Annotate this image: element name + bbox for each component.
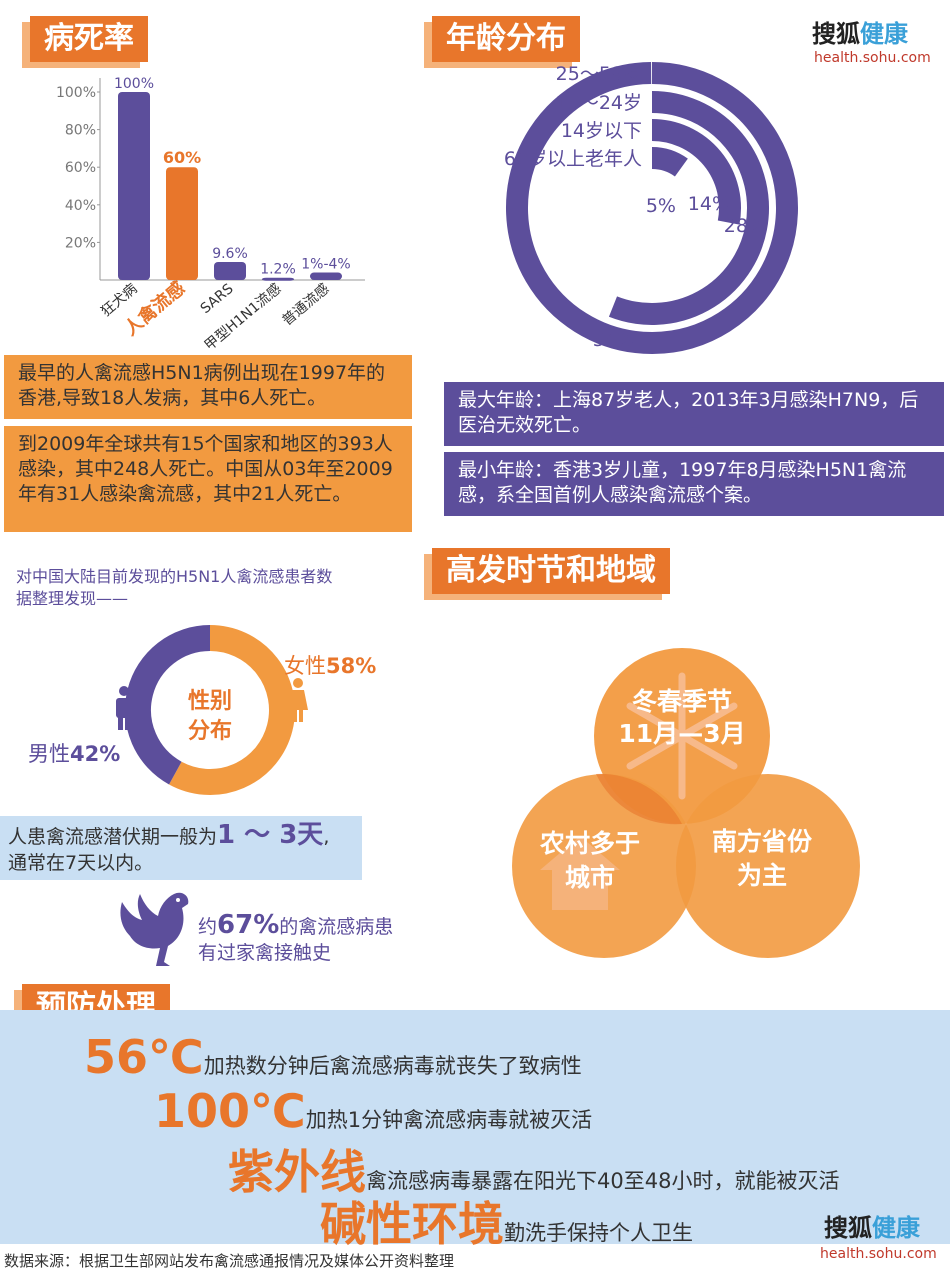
- venn-right-line1: 南方省份: [712, 827, 812, 856]
- bar: [214, 261, 246, 280]
- prevention-big-1: 56℃: [84, 1030, 204, 1084]
- gender-donut-chart: 性别 分布: [125, 625, 295, 795]
- gender-intro: 对中国大陆目前发现的H5N1人禽流感患者数据整理发现——: [16, 567, 333, 608]
- age-value-label: 5%: [646, 195, 676, 217]
- contact-rest: 的禽流感病患: [279, 916, 394, 938]
- brand-sohu: 搜狐: [812, 20, 860, 48]
- age-arc: [651, 119, 741, 225]
- y-tick-label: 80%: [65, 123, 96, 139]
- bar-value-label: 60%: [163, 148, 201, 167]
- age-value-label: 54%: [593, 329, 635, 351]
- brand-logo-top: 搜狐健康: [812, 14, 908, 49]
- prevention-text-3: 禽流感病毒暴露在阳光下40至48小时，就能被灭活: [366, 1169, 840, 1193]
- gender-center-line2: 分布: [188, 718, 232, 744]
- age-value-label: 14%: [688, 193, 730, 215]
- age-arc: [651, 147, 688, 177]
- prevention-text-1: 加热数分钟后禽流感病毒就丧失了致病性: [203, 1054, 582, 1078]
- house-icon: [540, 836, 620, 910]
- female-legend: 女性58%: [284, 650, 376, 680]
- contact-line2: 有过家禽接触史: [198, 942, 332, 964]
- bar: [166, 167, 198, 280]
- y-tick-label: 40%: [65, 198, 96, 214]
- age-series-label: 14岁以下: [561, 120, 642, 142]
- mortality-note-2: 到2009年全球共有15个国家和地区的393人感染，其中248人死亡。中国从03…: [4, 426, 412, 532]
- rooster-icon: [120, 892, 189, 966]
- prevention-text-2: 加热1分钟禽流感病毒就被灭活: [305, 1108, 593, 1132]
- contact-prefix: 约: [198, 916, 218, 938]
- prevention-text-4: 勤洗手保持个人卫生: [504, 1221, 693, 1245]
- venn-top-line1: 冬春季节: [632, 687, 732, 716]
- bar: [310, 272, 342, 280]
- season-title: 高发时节和地域: [432, 548, 670, 594]
- bar: [118, 92, 150, 280]
- y-tick-label: 100%: [56, 85, 96, 101]
- venn-overlap-left: [596, 773, 682, 825]
- venn-right-line2: 为主: [737, 861, 787, 890]
- mortality-title: 病死率: [30, 16, 148, 62]
- prevention-row-3: 紫外线禽流感病毒暴露在阳光下40至48小时，就能被灭活: [228, 1136, 839, 1202]
- category-label: SARS: [198, 281, 237, 317]
- bar-value-label: 9.6%: [212, 246, 248, 262]
- season-venn-diagram: 冬春季节 11月—3月 农村多于 城市 南方省份 为主: [512, 648, 860, 958]
- age-value-label: 28%: [724, 215, 766, 237]
- age-arc: [608, 91, 769, 325]
- prevention-big-2: 100℃: [154, 1084, 306, 1138]
- y-tick-label: 60%: [65, 160, 96, 176]
- bar: [262, 277, 294, 281]
- data-source: 数据来源：根据卫生部网站发布禽流感通报情况及媒体公开资料整理: [4, 1252, 455, 1270]
- female-icon: [288, 678, 308, 722]
- male-label: 男性: [28, 742, 70, 766]
- brand-url-top: health.sohu.com: [814, 50, 931, 66]
- age-title: 年龄分布: [432, 16, 580, 62]
- prevention-big-3: 紫外线: [228, 1145, 366, 1199]
- age-radial-chart: 25～59岁 15～24岁 14岁以下 60岁以上老年人 54% 28%14% 5%: [504, 62, 798, 354]
- category-label: 普通流感: [279, 280, 333, 329]
- male-legend: 男性42%: [28, 738, 120, 768]
- prevention-panel: [0, 1010, 950, 1244]
- venn-left-line1: 农村多于: [539, 829, 640, 858]
- snowflake-icon: [626, 672, 738, 800]
- contact-text: 约67%的禽流感病患 有过家禽接触史: [198, 912, 393, 966]
- bar-value-label: 100%: [114, 76, 154, 92]
- incubation-prefix: 人患禽流感潜伏期一般为: [8, 826, 218, 848]
- venn-circle-right: [676, 774, 860, 958]
- gender-slice: [125, 625, 211, 785]
- male-value: 42%: [70, 742, 121, 766]
- age-arc: [506, 62, 798, 354]
- venn-left-line2: 城市: [565, 863, 615, 892]
- mortality-note-1: 最早的人禽流感H5N1病例出现在1997年的香港,导致18人发病，其中6人死亡。: [4, 355, 412, 419]
- age-series-label: 60岁以上老年人: [504, 148, 642, 170]
- bar-value-label: 1.2%: [260, 262, 296, 278]
- female-value: 58%: [326, 654, 377, 678]
- gender-slice: [169, 625, 295, 795]
- bar-value-label: 1%-4%: [301, 256, 350, 272]
- prevention-row-1: 56℃加热数分钟后禽流感病毒就丧失了致病性: [84, 1030, 582, 1084]
- incubation-line2: 通常在7天以内。: [8, 852, 154, 874]
- incubation-box: 人患禽流感潜伏期一般为1 ～ 3天, 通常在7天以内。: [0, 816, 362, 880]
- incubation-highlight: 1 ～ 3天: [217, 820, 324, 850]
- brand-sohu-bottom: 搜狐: [824, 1214, 872, 1242]
- age-note-2: 最小年龄：香港3岁儿童，1997年8月感染H5N1禽流感，系全国首例人感染禽流感…: [444, 452, 944, 516]
- venn-top-line2: 11月—3月: [618, 719, 745, 748]
- contact-highlight: 67%: [217, 910, 280, 940]
- mortality-bar-chart: 100%80%60%40%20% 100%狂犬病60%人禽流感9.6%SARS1…: [56, 76, 365, 354]
- gender-center-line1: 性别: [188, 689, 232, 714]
- y-tick-label: 20%: [65, 235, 96, 251]
- age-series-label: 15～24岁: [556, 92, 642, 114]
- female-label: 女性: [284, 654, 326, 678]
- brand-health: 健康: [860, 20, 908, 48]
- age-note-1: 最大年龄：上海87岁老人，2013年3月感染H7N9，后医治无效死亡。: [444, 382, 944, 446]
- brand-url-bottom: health.sohu.com: [820, 1246, 937, 1262]
- prevention-big-4: 碱性环境: [320, 1197, 504, 1251]
- incubation-suffix: ,: [323, 826, 330, 848]
- age-series-label: 25～59岁: [556, 63, 642, 85]
- prevention-row-4: 碱性环境勤洗手保持个人卫生: [320, 1188, 693, 1254]
- male-icon: [116, 686, 132, 730]
- brand-health-bottom: 健康: [872, 1214, 920, 1242]
- prevention-row-2: 100℃加热1分钟禽流感病毒就被灭活: [154, 1084, 592, 1138]
- brand-logo-bottom: 搜狐健康: [824, 1208, 920, 1243]
